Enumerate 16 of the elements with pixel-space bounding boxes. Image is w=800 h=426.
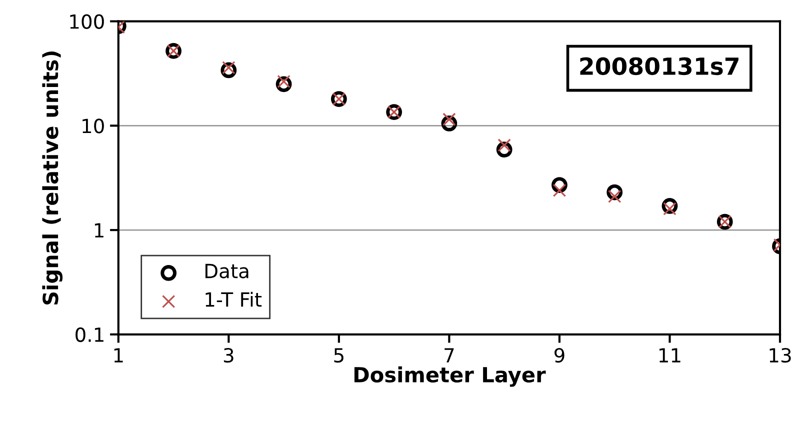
y-tick-label: 10 xyxy=(82,118,104,134)
legend-label: 1-T Fit xyxy=(206,292,262,307)
legend-label: Data xyxy=(205,264,248,278)
x-tick-label: 3 xyxy=(224,348,234,363)
y-tick-label: 0.1 xyxy=(76,327,104,342)
x-tick-label: 7 xyxy=(444,348,454,362)
x-tick-label: 11 xyxy=(660,348,680,362)
y-tick-label: 1 xyxy=(94,223,104,238)
x-tick-label: 5 xyxy=(334,348,344,363)
x-axis-title: Dosimeter Layer xyxy=(354,366,546,387)
x-tick-label: 13 xyxy=(770,348,791,363)
annotation: 20080131s7 xyxy=(580,57,738,76)
y-axis-title: Signal (relative units) xyxy=(42,52,63,304)
x-tick-label: 9 xyxy=(554,348,564,363)
y-tick-label: 100 xyxy=(70,14,104,29)
x-tick-label: 1 xyxy=(114,348,123,362)
